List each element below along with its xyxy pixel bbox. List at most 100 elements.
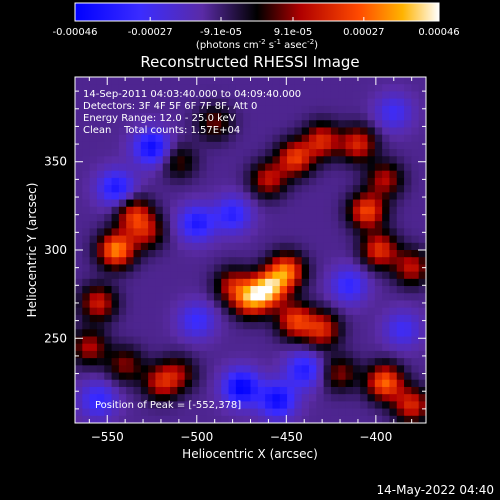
heatmap-cell bbox=[316, 192, 325, 201]
y-axis-label: Heliocentric Y (arcsec) bbox=[25, 183, 39, 318]
heatmap-cell bbox=[177, 372, 186, 381]
heatmap-cell bbox=[118, 156, 127, 165]
heatmap-cell bbox=[111, 358, 120, 366]
heatmap-cell bbox=[330, 149, 339, 157]
heatmap-cell bbox=[411, 314, 420, 323]
heatmap-cell bbox=[148, 149, 157, 157]
heatmap-cell bbox=[89, 365, 98, 374]
heatmap-cell bbox=[111, 386, 120, 395]
heatmap-cell bbox=[345, 149, 354, 157]
heatmap-cell bbox=[316, 91, 325, 100]
heatmap-cell bbox=[250, 286, 259, 294]
heatmap-cell bbox=[352, 408, 361, 417]
heatmap-cell bbox=[75, 177, 83, 186]
heatmap-cell bbox=[345, 365, 354, 374]
heatmap-cell bbox=[221, 300, 230, 309]
heatmap-cell bbox=[75, 91, 83, 100]
heatmap-cell bbox=[140, 91, 149, 100]
heatmap-cell bbox=[155, 177, 164, 186]
heatmap-cell bbox=[272, 278, 281, 287]
heatmap-cell bbox=[111, 350, 120, 359]
heatmap-cell bbox=[162, 105, 171, 114]
heatmap-cell bbox=[352, 350, 361, 359]
heatmap-cell bbox=[228, 286, 237, 294]
heatmap-cell bbox=[279, 293, 288, 302]
heatmap-cell bbox=[411, 84, 420, 93]
heatmap-cell bbox=[148, 141, 157, 150]
heatmap-cell bbox=[301, 98, 310, 107]
heatmap-cell bbox=[257, 314, 266, 323]
heatmap-cell bbox=[111, 322, 120, 330]
heatmap-cell bbox=[367, 199, 376, 208]
heatmap-cell bbox=[418, 365, 426, 374]
heatmap-cell bbox=[221, 113, 230, 121]
heatmap-cell bbox=[148, 314, 157, 323]
heatmap-cell bbox=[199, 192, 208, 201]
heatmap-cell bbox=[89, 127, 98, 136]
heatmap-cell bbox=[404, 350, 412, 359]
heatmap-cell bbox=[360, 177, 369, 186]
heatmap-cell bbox=[96, 127, 105, 136]
heatmap-cell bbox=[213, 394, 222, 402]
heatmap-cell bbox=[118, 401, 127, 410]
heatmap-cell bbox=[177, 386, 186, 395]
heatmap-cell bbox=[287, 307, 295, 316]
heatmap-cell bbox=[272, 372, 281, 381]
heatmap-cell bbox=[265, 163, 274, 172]
heatmap-cell bbox=[192, 300, 200, 309]
heatmap-cell bbox=[418, 177, 426, 186]
heatmap-cell bbox=[118, 113, 127, 121]
heatmap-cell bbox=[330, 170, 339, 179]
heatmap-cell bbox=[148, 350, 157, 359]
heatmap-cell bbox=[389, 170, 398, 179]
heatmap-cell bbox=[279, 242, 288, 251]
heatmap-cell bbox=[221, 91, 230, 100]
heatmap-cell bbox=[272, 271, 281, 280]
heatmap-cell bbox=[206, 350, 215, 359]
heatmap-cell bbox=[404, 77, 412, 85]
heatmap-cell bbox=[396, 177, 405, 186]
heatmap-cell bbox=[309, 228, 317, 237]
heatmap-cell bbox=[170, 120, 178, 129]
heatmap-cell bbox=[257, 379, 266, 388]
heatmap-cell bbox=[272, 141, 281, 150]
heatmap-cell bbox=[221, 286, 230, 294]
heatmap-cell bbox=[250, 271, 259, 280]
heatmap-cell bbox=[360, 386, 369, 395]
heatmap-cell bbox=[111, 98, 120, 107]
heatmap-cell bbox=[243, 271, 252, 280]
heatmap-cell bbox=[82, 278, 91, 287]
heatmap-cell bbox=[199, 221, 208, 229]
heatmap-cell bbox=[184, 286, 193, 294]
heatmap-cell bbox=[279, 379, 288, 388]
heatmap-cell bbox=[360, 105, 369, 114]
heatmap-cell bbox=[89, 358, 98, 366]
heatmap-cell bbox=[96, 185, 105, 193]
heatmap-cell bbox=[192, 105, 200, 114]
heatmap-cell bbox=[206, 415, 215, 423]
heatmap-cell bbox=[104, 271, 113, 280]
heatmap-cell bbox=[316, 343, 325, 352]
heatmap-cell bbox=[75, 235, 83, 244]
heatmap-cell bbox=[360, 358, 369, 366]
x-tick-label: −500 bbox=[180, 430, 213, 444]
heatmap-cell bbox=[96, 242, 105, 251]
heatmap-cell bbox=[243, 350, 252, 359]
heatmap-cell bbox=[96, 177, 105, 186]
heatmap-cell bbox=[301, 293, 310, 302]
heatmap-cell bbox=[287, 221, 295, 229]
heatmap-cell bbox=[411, 394, 420, 402]
heatmap-cell bbox=[148, 192, 157, 201]
heatmap-cell bbox=[162, 358, 171, 366]
heatmap-cell bbox=[82, 350, 91, 359]
heatmap-cell bbox=[257, 257, 266, 266]
heatmap-cell bbox=[404, 379, 412, 388]
heatmap-cell bbox=[75, 149, 83, 157]
heatmap-cell bbox=[221, 350, 230, 359]
heatmap-cell bbox=[418, 134, 426, 143]
heatmap-cell bbox=[148, 329, 157, 338]
heatmap-cell bbox=[170, 206, 178, 215]
heatmap-cell bbox=[133, 149, 142, 157]
heatmap-cell bbox=[104, 264, 113, 273]
